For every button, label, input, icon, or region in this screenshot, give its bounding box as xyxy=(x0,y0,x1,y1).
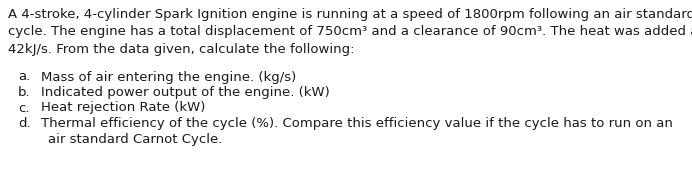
Text: air standard Carnot Cycle.: air standard Carnot Cycle. xyxy=(48,132,222,145)
Text: Thermal efficiency of the cycle (%). Compare this efficiency value if the cycle : Thermal efficiency of the cycle (%). Com… xyxy=(41,117,673,130)
Text: Mass of air entering the engine. (kg/s): Mass of air entering the engine. (kg/s) xyxy=(41,70,296,83)
Text: Heat rejection Rate (kW): Heat rejection Rate (kW) xyxy=(41,102,206,115)
Text: Indicated power output of the engine. (kW): Indicated power output of the engine. (k… xyxy=(41,86,330,99)
Text: b.: b. xyxy=(18,86,30,99)
Text: A 4-stroke, 4-cylinder Spark Ignition engine is running at a speed of 1800rpm fo: A 4-stroke, 4-cylinder Spark Ignition en… xyxy=(8,8,692,56)
Text: d.: d. xyxy=(18,117,30,130)
Text: c.: c. xyxy=(18,102,30,115)
Text: a.: a. xyxy=(18,70,30,83)
